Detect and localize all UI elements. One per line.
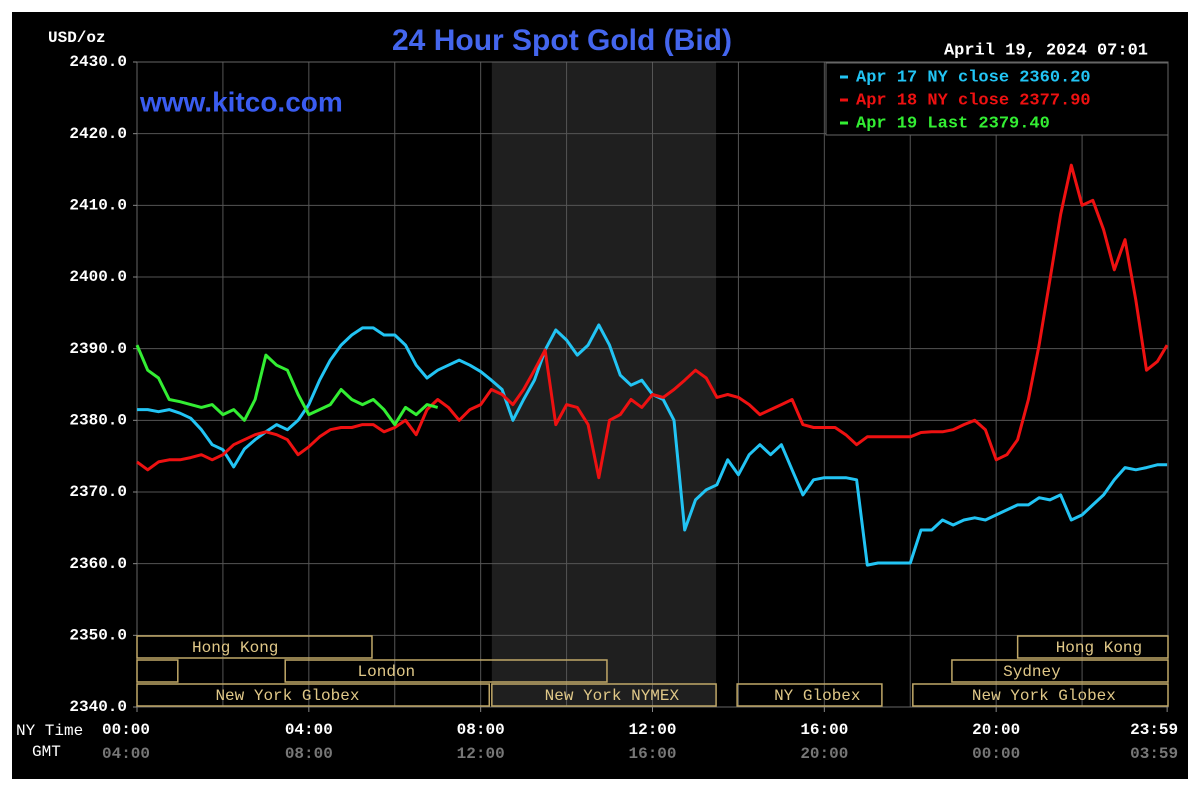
- x2-axis-label: GMT: [32, 743, 61, 761]
- x2-tick-label: 04:00: [102, 745, 150, 763]
- x-tick-label: 08:00: [457, 721, 505, 739]
- x-tick-label: 04:00: [285, 721, 333, 739]
- session-bar: [1016, 635, 1169, 659]
- x-tick-label: 00:00: [102, 721, 150, 739]
- y-tick-label: 2420.0: [69, 125, 127, 143]
- x2-tick-label: 00:00: [972, 745, 1020, 763]
- y-axis-label: USD/oz: [48, 29, 106, 47]
- session-label: Sydney: [1003, 663, 1061, 681]
- x2-tick-label: 12:00: [457, 745, 505, 763]
- session-bar: [136, 659, 179, 683]
- x-tick-label: 16:00: [800, 721, 848, 739]
- legend-entry: Apr 19 Last 2379.40: [856, 114, 1050, 133]
- x2-tick-label: 20:00: [800, 745, 848, 763]
- session-label: New York Globex: [215, 687, 359, 705]
- series-line: [136, 163, 1169, 480]
- website: www.kitco.com: [139, 86, 343, 117]
- series-line: [135, 344, 439, 427]
- y-tick-label: 2340.0: [69, 698, 127, 716]
- session-bar: [491, 683, 717, 707]
- session-label: New York NYMEX: [545, 687, 680, 705]
- session-bar: [736, 683, 883, 707]
- y-tick-label: 2380.0: [69, 412, 127, 430]
- session-bar: [284, 659, 608, 683]
- x-axis-label: NY Time: [16, 722, 83, 740]
- timestamp: April 19, 2024 07:01: [944, 41, 1148, 60]
- x-tick-label: 23:59: [1130, 721, 1178, 739]
- y-tick-label: 2360.0: [69, 555, 127, 573]
- x2-tick-label: 08:00: [285, 745, 333, 763]
- legend-entry: Apr 17 NY close 2360.20: [856, 68, 1091, 87]
- x-tick-label: 20:00: [972, 721, 1020, 739]
- y-tick-label: 2400.0: [69, 268, 127, 286]
- y-tick-label: 2370.0: [69, 483, 127, 501]
- y-tick-label: 2390.0: [69, 340, 127, 358]
- x2-tick-label: 16:00: [628, 745, 676, 763]
- session-bar: [136, 635, 373, 659]
- x-tick-label: 12:00: [628, 721, 676, 739]
- y-tick-label: 2430.0: [69, 53, 127, 71]
- session-bar: [912, 683, 1169, 707]
- session-label: London: [358, 663, 416, 681]
- x2-tick-label: 03:59: [1130, 745, 1178, 763]
- legend-box: [825, 62, 1169, 136]
- y-tick-label: 2410.0: [69, 197, 127, 215]
- session-bar: [951, 659, 1169, 683]
- y-tick-label: 2350.0: [69, 627, 127, 645]
- chart-title: 24 Hour Spot Gold (Bid): [392, 24, 732, 57]
- session-label: Hong Kong: [1056, 639, 1142, 657]
- session-bar: [136, 683, 491, 707]
- session-label: Hong Kong: [192, 639, 278, 657]
- legend-entry: Apr 18 NY close 2377.90: [856, 91, 1091, 110]
- session-label: NY Globex: [774, 687, 860, 705]
- session-label: New York Globex: [972, 687, 1116, 705]
